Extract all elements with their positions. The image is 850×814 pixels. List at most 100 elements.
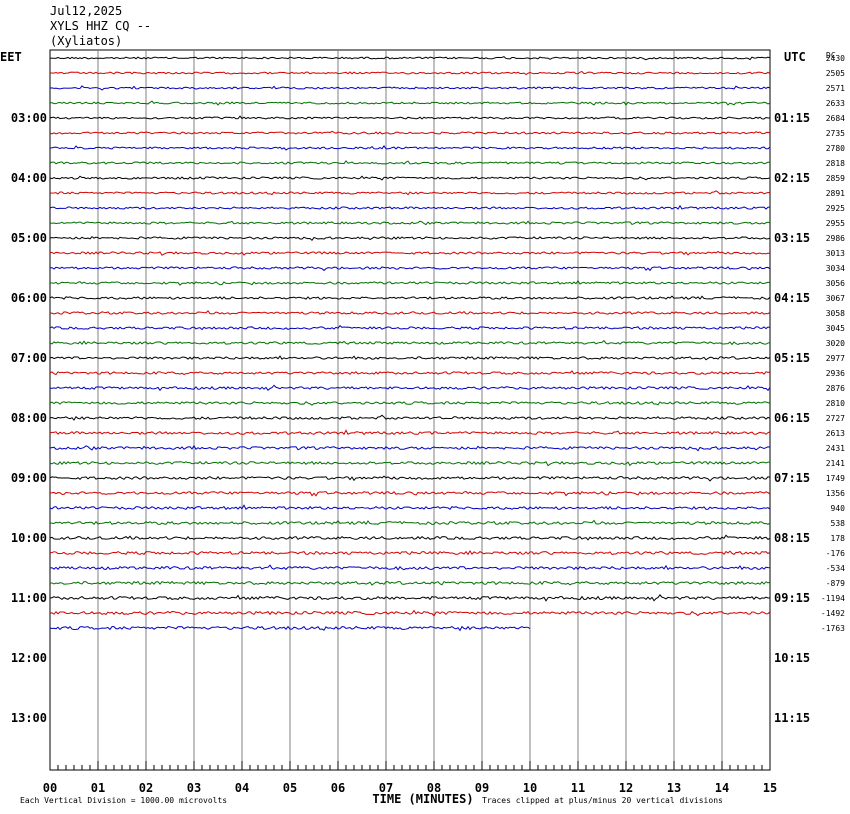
location-label: (Xyliatos) [50,34,123,48]
trace-line [49,279,771,286]
left-hour-label: 10:00 [11,531,47,545]
trace-line [49,414,771,421]
trace-line [49,519,771,526]
trace-line [49,429,771,436]
dc-offset-label: -1194 [821,594,845,603]
dc-offset-label: 2977 [826,354,845,363]
trace-line [49,250,771,256]
right-hour-label: 07:15 [774,471,810,485]
dc-offset-label: 2684 [826,114,845,123]
x-tick-label: 09 [475,781,489,795]
trace-line [49,145,771,151]
dc-offset-label: 3034 [826,264,845,273]
trace-line [49,190,771,196]
seismic-traces [49,56,771,632]
dc-offset-label: 2876 [826,384,845,393]
left-hour-label: 08:00 [11,411,47,425]
station-label: XYLS HHZ CQ -- [50,19,152,33]
dc-offset-label: 2727 [826,414,845,423]
dc-offset-label: 178 [831,534,846,543]
trace-line [49,580,771,586]
dc-offset-label: -879 [826,579,845,588]
left-hour-label: 07:00 [11,351,47,365]
x-tick-label: 03 [187,781,201,795]
trace-line [49,324,771,331]
trace-line [49,549,771,556]
left-hour-label: 05:00 [11,231,47,245]
dc-offset-label: 2431 [826,444,845,453]
x-tick-label: 12 [619,781,633,795]
dc-offset-label: 3013 [826,249,845,258]
dc-offset-label: 2986 [826,234,845,243]
trace-line [49,130,771,135]
dc-offset-label: 1749 [826,474,845,483]
right-timezone-label: UTC [784,50,806,64]
x-tick-label: 00 [43,781,57,795]
dc-offset-label: 2818 [826,159,845,168]
right-hour-label: 04:15 [774,291,810,305]
dc-offset-label: 2810 [826,399,845,408]
left-hour-label: 03:00 [11,111,47,125]
trace-line [50,71,771,76]
dc-offset-label: 3020 [826,339,845,348]
left-hour-label: 13:00 [11,711,47,725]
trace-line [49,534,771,541]
right-hour-label: 06:15 [774,411,810,425]
trace-line [49,609,771,617]
trace-line [49,160,771,165]
trace-line [49,594,771,602]
right-hour-label: 10:15 [774,651,810,665]
dc-label: DC [826,51,836,60]
right-hour-label: 11:15 [774,711,810,725]
plot-frame [49,49,771,771]
dc-offset-label: 2735 [826,129,845,138]
trace-line [49,310,771,315]
right-hour-label: 02:15 [774,171,810,185]
dc-offset-label: 2936 [826,369,845,378]
trace-line [49,339,771,346]
dc-offset-label: 2859 [826,174,845,183]
x-tick-label: 06 [331,781,345,795]
trace-line [49,504,771,511]
trace-line [49,625,531,632]
trace-line [49,175,771,181]
trace-line [49,564,771,571]
dc-offset-label: 2925 [826,204,845,213]
dc-offset-label: 3058 [826,309,845,318]
trace-line [49,85,771,91]
trace-line [49,220,771,226]
left-hour-label: 09:00 [11,471,47,485]
x-tick-label: 01 [91,781,105,795]
x-tick-label: 11 [571,781,585,795]
trace-line [49,460,770,467]
dc-offset-label: -176 [826,549,845,558]
trace-line [49,355,771,361]
trace-line [49,115,771,120]
dc-offset-label: 2955 [826,219,845,228]
right-hour-label: 08:15 [774,531,810,545]
trace-line [49,100,771,106]
x-tick-label: 07 [379,781,393,795]
dc-offset-label: 3067 [826,294,845,303]
dc-offset-label: -534 [826,564,845,573]
dc-offset-label: 2571 [826,84,845,93]
trace-line [49,370,771,376]
dc-offset-label: 2505 [826,69,845,78]
dc-offset-label: 3045 [826,324,845,333]
date-label: Jul12,2025 [50,4,123,18]
dc-offset-label: -1763 [821,624,845,633]
x-axis-label: TIME (MINUTES) [372,792,473,806]
dc-offset-label: 2141 [826,459,845,468]
trace-line [49,204,771,210]
trace-line [49,295,771,300]
left-hour-label: 11:00 [11,591,47,605]
trace-line [49,56,771,61]
x-tick-label: 13 [667,781,681,795]
right-hour-label: 05:15 [774,351,810,365]
dc-offset-label: 2891 [826,189,845,198]
dc-offset-label: 1356 [826,489,845,498]
dc-offset-label: -1492 [821,609,845,618]
right-hour-label: 01:15 [774,111,810,125]
left-hour-label: 04:00 [11,171,47,185]
axis-labels: EET UTC DC 03:00 04:00 05:00 06:00 07:00 08:00 09… [0,50,845,806]
